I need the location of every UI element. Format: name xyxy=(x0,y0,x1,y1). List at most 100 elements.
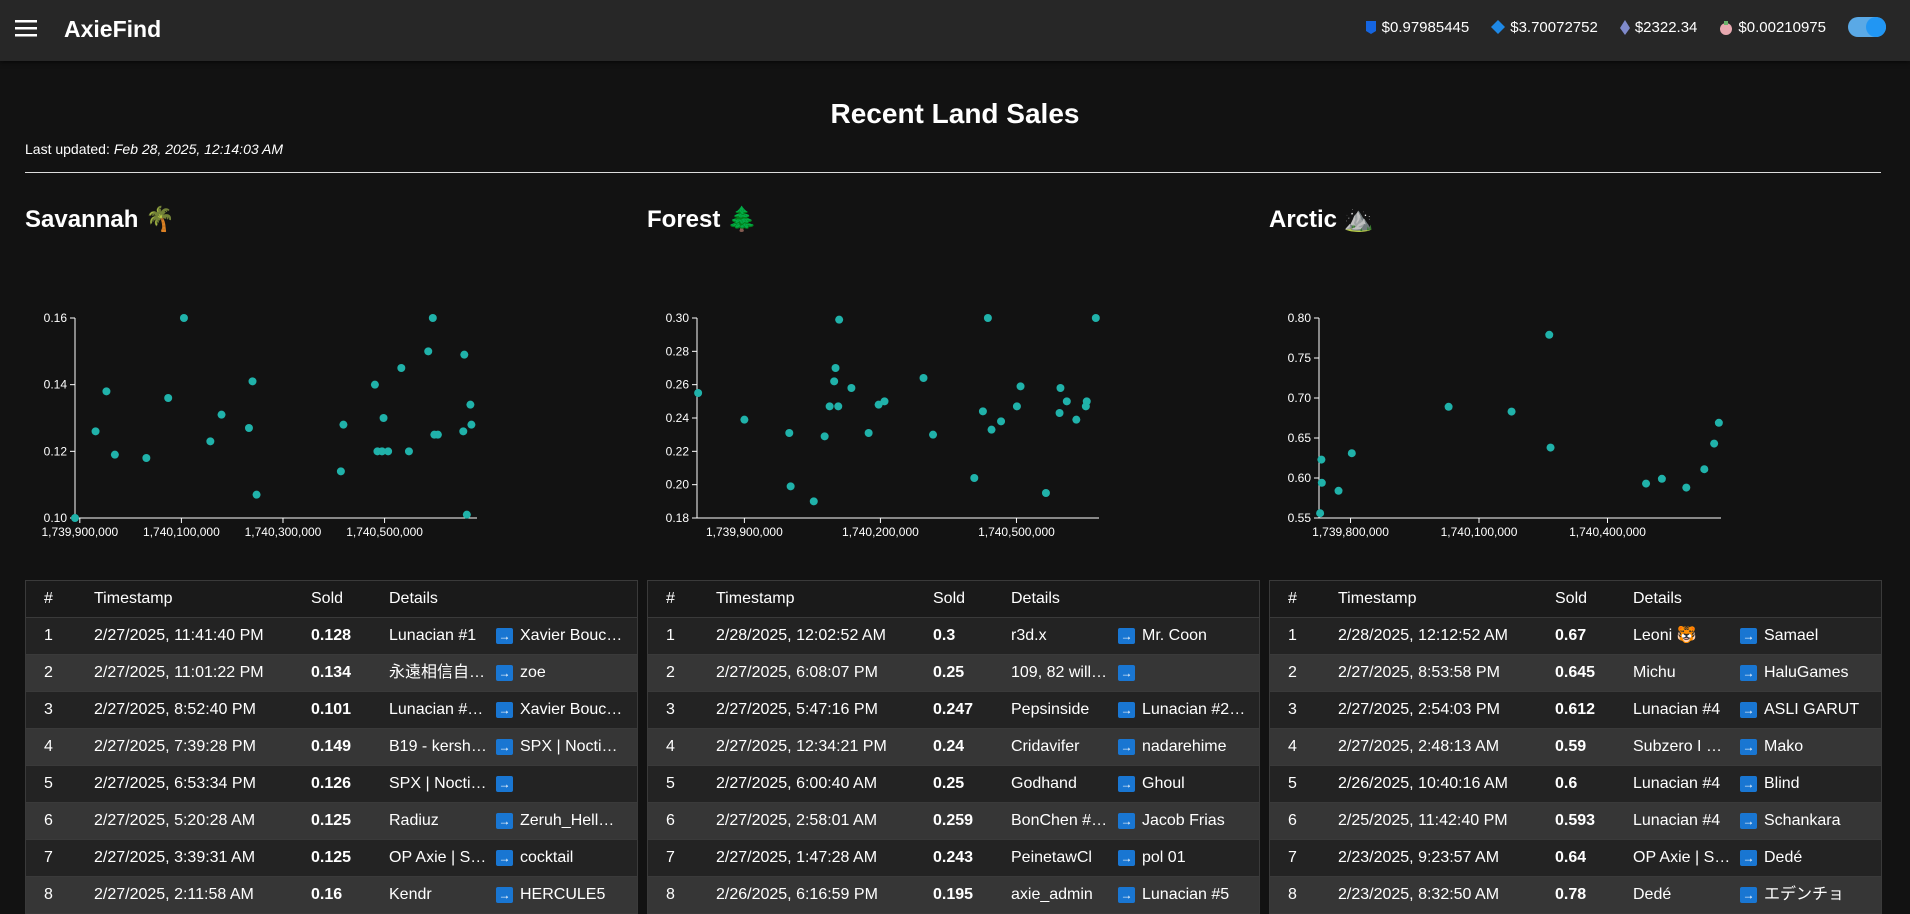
table-row: 5 2/26/2025, 10:40:16 AM 0.6 Lunacian #4 → Bl… xyxy=(1270,765,1881,802)
buyer: Xavier Bouc… xyxy=(520,627,623,644)
land-section: Forest 🌲 0.18 0.20 0.22 0.24 0.26 0.28 0.30 1,73… xyxy=(647,205,1260,914)
seller: Lunacian #4 xyxy=(1633,812,1721,829)
buyer: Lunacian #5 xyxy=(1142,886,1230,903)
transfer-arrow: → xyxy=(1118,665,1135,681)
row-index: 6 xyxy=(44,812,53,829)
data-point xyxy=(1444,402,1453,411)
data-point xyxy=(164,394,173,402)
x-tick-label: 1,739,800,000 xyxy=(1312,525,1389,539)
timestamp: 2/27/2025, 2:58:01 AM xyxy=(716,812,878,829)
data-point xyxy=(462,510,471,519)
y-tick-label: 0.28 xyxy=(666,344,690,358)
buyer: cocktail xyxy=(520,849,574,866)
column-header: Timestamp xyxy=(1338,590,1417,607)
sold-price: 0.259 xyxy=(933,812,974,829)
sold-price: 0.101 xyxy=(311,701,352,718)
data-point xyxy=(785,429,794,437)
price-eth: $2322.34 xyxy=(1619,19,1697,36)
price-axs: $3.70072752 xyxy=(1491,19,1598,36)
table-row: 3 2/27/2025, 5:47:16 PM 0.247 Pepsinside → Lu… xyxy=(648,691,1259,728)
transfer-arrow: → xyxy=(1118,887,1135,903)
table-row: 2 2/27/2025, 11:01:22 PM 0.134 永遠相信自… → zoe xyxy=(26,654,637,691)
data-point xyxy=(1091,314,1100,322)
buyer: エデンチョ xyxy=(1764,886,1845,903)
x-tick-label: 1,739,900,000 xyxy=(706,525,783,539)
row-index: 8 xyxy=(44,886,53,903)
brand[interactable]: AxieFind xyxy=(64,16,162,42)
data-point xyxy=(929,430,938,439)
table-row: 4 2/27/2025, 12:34:21 PM 0.24 Cridavifer → na… xyxy=(648,728,1259,765)
row-index: 2 xyxy=(44,664,53,681)
row-index: 4 xyxy=(1288,738,1297,755)
table-row: 1 2/28/2025, 12:12:52 AM 0.67 Leoni 🐯 → Samae… xyxy=(1270,617,1881,654)
data-point xyxy=(339,420,348,429)
divider xyxy=(25,172,1881,173)
section-title: Arctic ⛰️ xyxy=(1269,206,1374,233)
row-index: 7 xyxy=(44,849,53,866)
sold-price: 0.16 xyxy=(311,886,343,903)
y-tick-label: 0.18 xyxy=(666,511,690,525)
timestamp: 2/23/2025, 9:23:57 AM xyxy=(1338,849,1500,866)
menu-button[interactable] xyxy=(15,18,37,38)
timestamp: 2/27/2025, 3:39:31 AM xyxy=(94,849,256,866)
sold-price: 0.64 xyxy=(1555,849,1587,866)
data-point xyxy=(1347,449,1356,458)
row-index: 8 xyxy=(1288,886,1297,903)
data-point xyxy=(466,400,475,409)
data-point xyxy=(820,432,829,441)
table-row: 2 2/27/2025, 8:53:58 PM 0.645 Michu → HaluGam… xyxy=(1270,654,1881,691)
y-tick-label: 0.30 xyxy=(666,311,690,325)
column-header: Details xyxy=(1011,590,1060,607)
top-bar: AxieFind $0.97985445 $3.70072752 $2322.3… xyxy=(0,0,1910,61)
sold-price: 0.67 xyxy=(1555,627,1587,644)
table-row: 7 2/27/2025, 3:39:31 AM 0.125 OP Axie | S… →… xyxy=(26,839,637,876)
data-point xyxy=(970,474,979,482)
seller: Subzero I D… xyxy=(1633,738,1733,755)
data-point xyxy=(874,400,883,409)
seller: SPX | Nocti… xyxy=(389,775,487,792)
data-point xyxy=(459,427,468,436)
sales-table: # Timestamp Sold Details 1 2/28/2025, 12:12:5… xyxy=(1269,580,1882,914)
last-updated-label: Last updated: xyxy=(25,141,110,157)
buyer: Schankara xyxy=(1764,812,1841,829)
sold-price: 0.645 xyxy=(1555,664,1596,681)
x-tick-label: 1,740,500,000 xyxy=(346,525,423,539)
data-point xyxy=(809,497,818,506)
buyer: Blind xyxy=(1764,775,1800,792)
sold-price: 0.25 xyxy=(933,664,965,681)
timestamp: 2/28/2025, 12:12:52 AM xyxy=(1338,627,1508,644)
data-point xyxy=(919,374,928,382)
buyer: Mako xyxy=(1764,738,1804,755)
sold-price: 0.128 xyxy=(311,627,352,644)
table-row: 5 2/27/2025, 6:53:34 PM 0.126 SPX | Nocti… → xyxy=(26,765,637,802)
column-header: Sold xyxy=(311,590,344,607)
data-point xyxy=(978,407,987,416)
timestamp: 2/27/2025, 2:48:13 AM xyxy=(1338,738,1500,755)
data-point xyxy=(217,410,226,419)
sold-price: 0.195 xyxy=(933,886,974,903)
timestamp: 2/27/2025, 12:34:21 PM xyxy=(716,738,887,755)
data-point xyxy=(110,450,119,459)
data-point xyxy=(835,315,844,324)
row-index: 5 xyxy=(1288,775,1297,792)
last-updated-time: Feb 28, 2025, 12:14:03 AM xyxy=(113,141,284,157)
timestamp: 2/27/2025, 2:11:58 AM xyxy=(94,886,254,903)
data-point xyxy=(428,314,437,322)
data-point xyxy=(880,397,889,406)
buyer: Zeruh_Hell… xyxy=(520,812,615,829)
seller: Dedé xyxy=(1633,886,1672,903)
sold-price: 0.149 xyxy=(311,738,352,755)
y-tick-label: 0.80 xyxy=(1288,311,1312,325)
seller: r3d.x xyxy=(1011,627,1047,644)
scatter-chart: 0.55 0.60 0.65 0.70 0.75 0.80 1,739,800,000 1,7… xyxy=(1288,311,1723,539)
theme-toggle[interactable] xyxy=(1848,17,1886,37)
price: $0.00210975 xyxy=(1738,18,1826,36)
buyer: HaluGames xyxy=(1764,664,1849,681)
data-point xyxy=(1012,402,1021,411)
seller: Lunacian #1 xyxy=(389,627,477,644)
sold-price: 0.6 xyxy=(1555,775,1578,792)
row-index: 2 xyxy=(666,664,675,681)
table-row: 3 2/27/2025, 8:52:40 PM 0.101 Lunacian #… → X… xyxy=(26,691,637,728)
y-tick-label: 0.16 xyxy=(44,311,68,325)
